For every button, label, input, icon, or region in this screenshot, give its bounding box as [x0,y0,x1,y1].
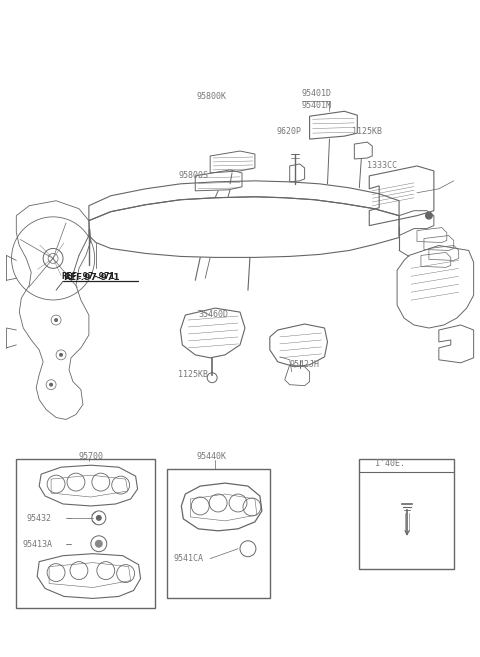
Text: 95401D: 95401D [301,89,332,99]
Bar [360,459,454,568]
Text: 1'40E.: 1'40E. [375,459,405,468]
Text: 95413A: 95413A [22,540,52,549]
Text: 95440K: 95440K [196,452,226,461]
Text: 95401M: 95401M [301,101,332,110]
Circle shape [59,353,63,357]
Text: 9541CA: 9541CA [173,554,204,562]
Circle shape [95,540,103,548]
Text: 1125KB: 1125KB [179,370,208,378]
Text: REF.97-971: REF.97-971 [63,273,120,283]
Text: 95800K: 95800K [196,93,226,101]
Text: 35460D: 35460D [198,310,228,319]
Text: 9620P: 9620P [277,127,302,136]
Text: 1125KB: 1125KB [352,127,383,136]
Text: 9542JH: 9542JH [290,360,320,369]
Text: 1333CC: 1333CC [367,161,397,170]
Text: 95432: 95432 [26,514,51,523]
Circle shape [96,515,102,521]
Text: REF.97-971: REF.97-971 [61,273,115,281]
Text: 95800S: 95800S [179,171,208,180]
Circle shape [49,382,53,387]
Bar [16,459,156,608]
Circle shape [54,318,58,322]
Text: 95700: 95700 [79,452,104,461]
Bar [168,469,270,599]
Circle shape [425,212,433,219]
